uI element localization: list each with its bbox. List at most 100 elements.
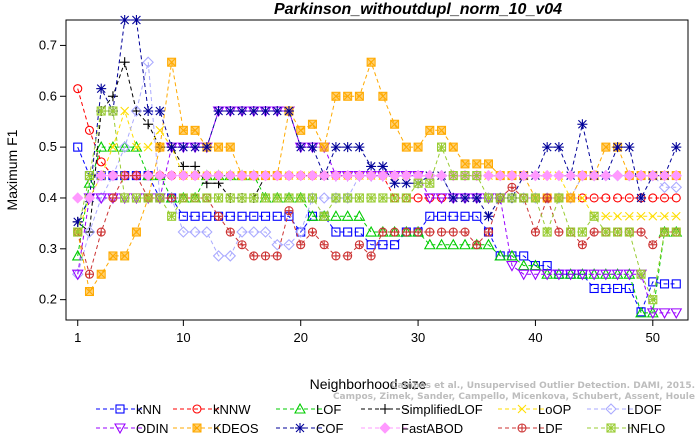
data-point xyxy=(108,106,118,116)
legend-marker xyxy=(606,423,616,433)
data-point xyxy=(284,206,294,216)
data-point xyxy=(542,142,553,153)
chart-title: Parkinson_withoutdupl_norm_10_v04 xyxy=(274,1,562,18)
data-point xyxy=(260,211,271,221)
data-point xyxy=(425,125,435,135)
data-point xyxy=(84,125,95,135)
data-point xyxy=(659,193,670,203)
data-point xyxy=(482,238,495,250)
data-point xyxy=(343,227,353,237)
data-point xyxy=(296,193,306,203)
data-point xyxy=(225,142,235,152)
data-point xyxy=(413,178,423,188)
legend-marker xyxy=(115,404,125,414)
legend-marker xyxy=(114,423,126,434)
legend-label: FastABOD xyxy=(401,421,463,434)
data-point xyxy=(307,142,318,153)
data-point xyxy=(118,140,131,152)
legend-label: kNNW xyxy=(213,402,251,417)
data-point xyxy=(588,169,600,182)
data-point xyxy=(448,171,458,181)
data-point xyxy=(96,157,106,167)
data-point xyxy=(670,181,683,194)
data-point xyxy=(118,141,131,153)
data-point xyxy=(448,192,459,203)
data-point xyxy=(283,106,294,117)
data-point xyxy=(84,269,95,279)
data-point xyxy=(167,57,177,67)
data-point xyxy=(214,142,224,152)
data-point xyxy=(507,182,517,192)
data-point xyxy=(107,91,118,102)
data-point xyxy=(142,56,154,68)
data-point xyxy=(613,227,623,237)
data-point xyxy=(589,227,599,237)
data-point xyxy=(378,91,388,101)
series-line-kdeos xyxy=(77,60,677,293)
data-point xyxy=(108,251,118,261)
data-point xyxy=(190,193,200,203)
data-point xyxy=(671,142,682,153)
data-point xyxy=(271,169,283,182)
data-point xyxy=(541,269,554,281)
data-point xyxy=(283,238,295,251)
legend-marker xyxy=(192,423,202,433)
data-point xyxy=(249,211,259,221)
data-point xyxy=(249,193,259,203)
data-point xyxy=(73,227,83,237)
data-point xyxy=(601,211,611,221)
data-point xyxy=(472,240,482,250)
series-line-odin xyxy=(77,110,677,314)
data-point xyxy=(648,193,658,203)
data-point xyxy=(600,169,612,182)
data-point xyxy=(542,227,552,237)
data-point xyxy=(119,15,130,25)
data-point xyxy=(588,269,601,281)
data-point xyxy=(566,227,576,237)
data-point xyxy=(108,142,118,152)
data-point xyxy=(143,142,153,152)
data-point xyxy=(613,193,623,203)
data-point xyxy=(624,211,634,221)
legend-item-odin: ODIN xyxy=(96,421,169,434)
data-point xyxy=(648,211,658,221)
data-point xyxy=(671,279,681,289)
legend-marker xyxy=(517,423,527,433)
y-tick-label: 0.7 xyxy=(39,37,57,52)
data-point xyxy=(471,192,482,203)
data-point xyxy=(71,249,84,261)
data-point xyxy=(271,238,284,251)
data-point xyxy=(448,211,458,221)
data-point xyxy=(390,240,400,250)
data-point xyxy=(331,227,341,237)
data-point xyxy=(647,169,659,182)
data-point xyxy=(601,283,611,294)
data-point xyxy=(143,106,154,117)
legend-marker xyxy=(192,404,202,414)
data-point xyxy=(143,119,154,130)
data-point xyxy=(494,249,507,261)
data-point xyxy=(460,159,470,169)
data-point xyxy=(201,142,212,153)
data-point xyxy=(530,227,540,237)
legend-item-simplifiedlof: SimplifiedLOF xyxy=(361,402,483,417)
x-tick-label: 40 xyxy=(528,330,542,345)
data-point xyxy=(635,306,647,318)
data-point xyxy=(73,142,83,152)
data-point xyxy=(154,169,166,182)
legend-item-ldf: LDF xyxy=(498,421,563,434)
data-point xyxy=(448,227,458,237)
data-point xyxy=(72,216,83,227)
data-point xyxy=(224,169,237,182)
data-point xyxy=(553,142,564,153)
data-point xyxy=(564,269,577,281)
data-point xyxy=(307,227,318,237)
x-tick-label: 30 xyxy=(411,330,425,345)
legend-marker xyxy=(517,404,527,414)
data-point xyxy=(601,142,611,152)
data-point xyxy=(435,193,448,205)
data-point xyxy=(388,169,401,182)
data-point xyxy=(611,169,624,182)
data-point xyxy=(84,171,95,181)
data-point xyxy=(659,227,670,237)
